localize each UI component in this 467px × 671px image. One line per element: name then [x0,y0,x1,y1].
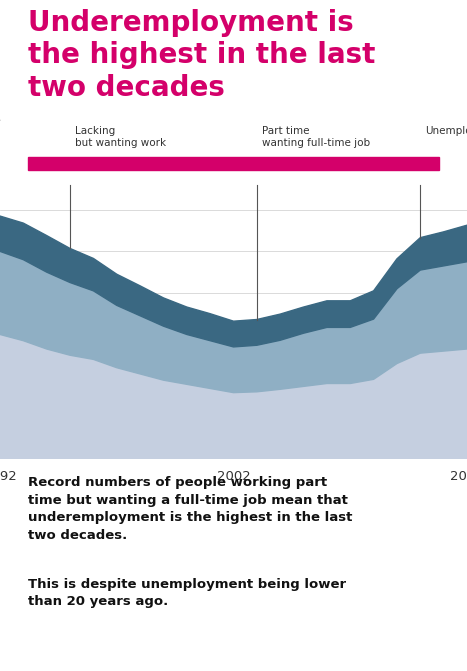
Text: Part time
wanting full-time job: Part time wanting full-time job [262,125,370,148]
Text: in millions: in millions [0,115,1,124]
Text: This is despite unemployment being lower
than 20 years ago.: This is despite unemployment being lower… [28,578,346,609]
Bar [28,157,439,170]
Text: Unemployed: Unemployed [425,125,467,136]
Text: Record numbers of people working part
time but wanting a full-time job mean that: Record numbers of people working part ti… [28,476,353,541]
Text: Underemployment is
the highest in the last
two decades: Underemployment is the highest in the la… [28,9,375,101]
Text: Lacking
but wanting work: Lacking but wanting work [75,125,166,148]
